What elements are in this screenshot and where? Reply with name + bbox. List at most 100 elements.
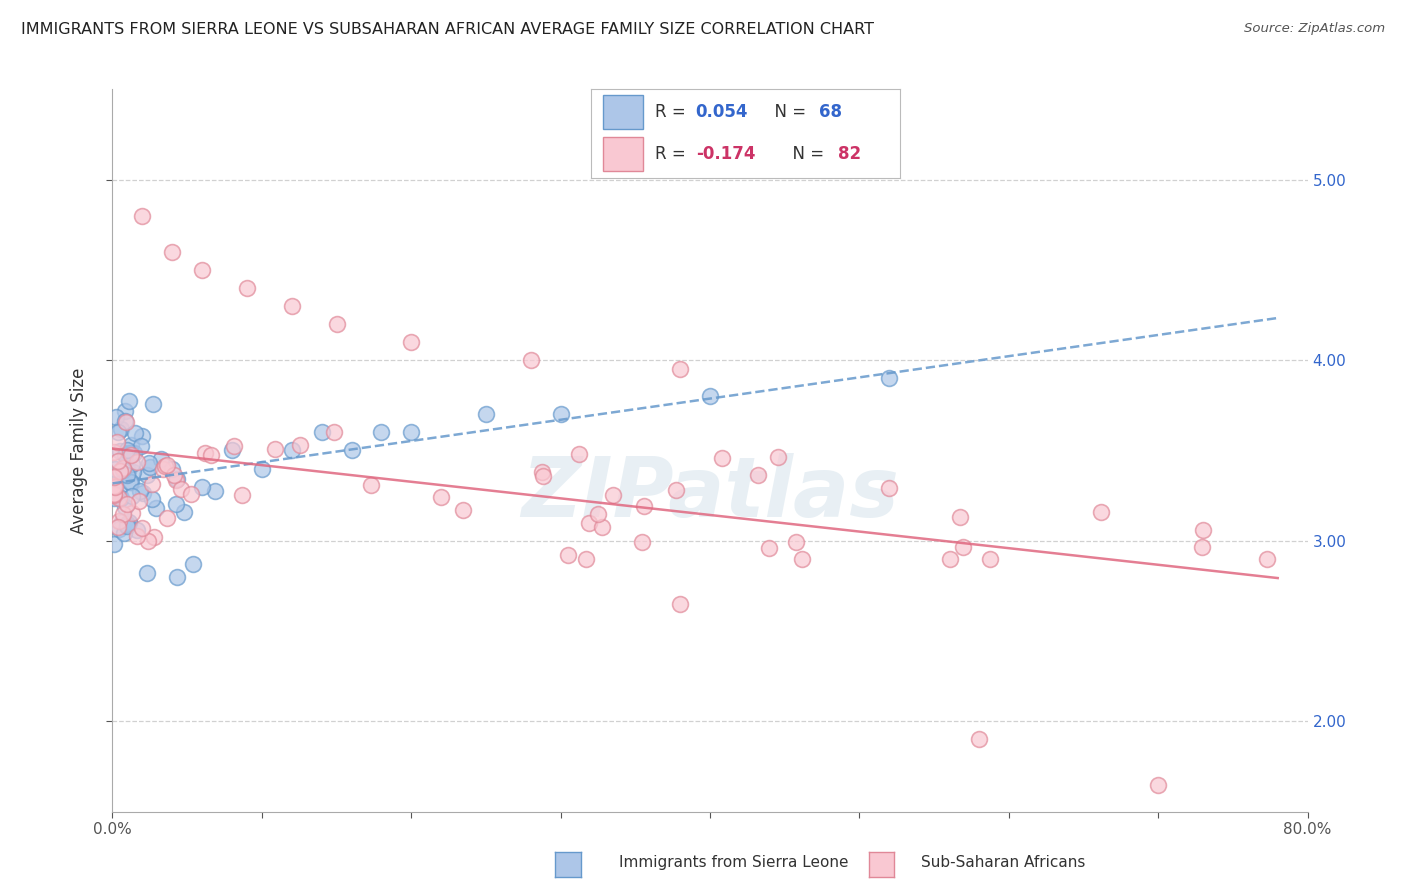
Point — [103, 487, 125, 501]
Point — [108, 443, 131, 458]
Point — [103, 491, 125, 505]
Point — [711, 451, 734, 466]
Point — [250, 461, 273, 475]
Point — [588, 507, 610, 521]
Point — [114, 500, 136, 514]
Point — [163, 467, 186, 482]
Point — [112, 507, 135, 521]
Point — [136, 467, 159, 482]
Point — [118, 475, 141, 490]
Point — [792, 551, 814, 566]
Point — [128, 484, 150, 499]
Point — [281, 443, 304, 458]
Point — [194, 446, 217, 460]
Point — [138, 533, 160, 548]
Point — [104, 462, 127, 476]
Point — [591, 520, 613, 534]
Point — [115, 497, 138, 511]
Point — [602, 488, 624, 502]
Point — [979, 551, 1001, 566]
Point — [568, 447, 591, 461]
Point — [103, 479, 125, 493]
Text: 0.054: 0.054 — [696, 103, 748, 121]
Point — [121, 457, 143, 471]
Point — [107, 514, 129, 528]
Point — [162, 461, 183, 475]
Point — [120, 445, 142, 459]
Point — [132, 486, 155, 500]
Point — [669, 597, 692, 611]
Point — [145, 500, 167, 515]
Point — [938, 551, 960, 566]
Point — [103, 537, 125, 551]
Point — [111, 462, 134, 476]
Point — [103, 470, 125, 484]
Point — [121, 489, 143, 503]
Text: 68: 68 — [820, 103, 842, 121]
Point — [222, 439, 245, 453]
Point — [107, 485, 129, 500]
Text: N =: N = — [763, 103, 811, 121]
Point — [173, 505, 195, 519]
Point — [114, 404, 136, 418]
Point — [1256, 551, 1278, 566]
Point — [142, 397, 165, 411]
Point — [747, 468, 769, 483]
Point — [127, 523, 149, 537]
Point — [766, 450, 789, 464]
Point — [108, 522, 131, 536]
Point — [117, 464, 139, 478]
Point — [135, 566, 157, 580]
Point — [475, 407, 498, 421]
Point — [531, 469, 554, 483]
Point — [107, 520, 129, 534]
Point — [128, 493, 150, 508]
Point — [204, 484, 226, 499]
Point — [575, 551, 598, 566]
Point — [631, 534, 654, 549]
Point — [118, 516, 141, 531]
Point — [129, 439, 152, 453]
Point — [633, 499, 655, 513]
Text: R =: R = — [655, 145, 692, 163]
Point — [669, 362, 692, 376]
Point — [170, 483, 193, 497]
Point — [121, 506, 143, 520]
Point — [520, 353, 543, 368]
Point — [112, 525, 135, 540]
Point — [107, 425, 129, 439]
FancyBboxPatch shape — [603, 95, 643, 129]
Point — [699, 389, 721, 403]
Point — [115, 442, 138, 457]
Point — [578, 516, 600, 530]
Point — [125, 529, 148, 543]
Point — [110, 491, 132, 505]
Point — [118, 446, 141, 460]
Point — [758, 541, 780, 555]
Y-axis label: Average Family Size: Average Family Size — [70, 368, 89, 533]
Point — [200, 448, 222, 462]
Point — [1090, 505, 1112, 519]
Point — [103, 488, 125, 502]
Point — [105, 435, 128, 450]
Point — [141, 492, 163, 507]
Point — [401, 425, 423, 440]
Point — [127, 455, 149, 469]
Point — [110, 422, 132, 436]
Point — [264, 442, 287, 457]
Point — [103, 445, 125, 459]
Point — [165, 473, 187, 487]
Point — [150, 452, 173, 467]
Point — [122, 445, 145, 459]
Text: ZIPatlas: ZIPatlas — [522, 453, 898, 534]
Point — [122, 465, 145, 479]
Point — [221, 443, 243, 458]
Point — [156, 458, 179, 473]
Point — [281, 299, 304, 313]
Point — [111, 461, 134, 475]
Point — [138, 455, 160, 469]
Point — [453, 503, 475, 517]
Point — [143, 530, 166, 544]
Point — [530, 465, 553, 479]
Point — [162, 244, 183, 259]
